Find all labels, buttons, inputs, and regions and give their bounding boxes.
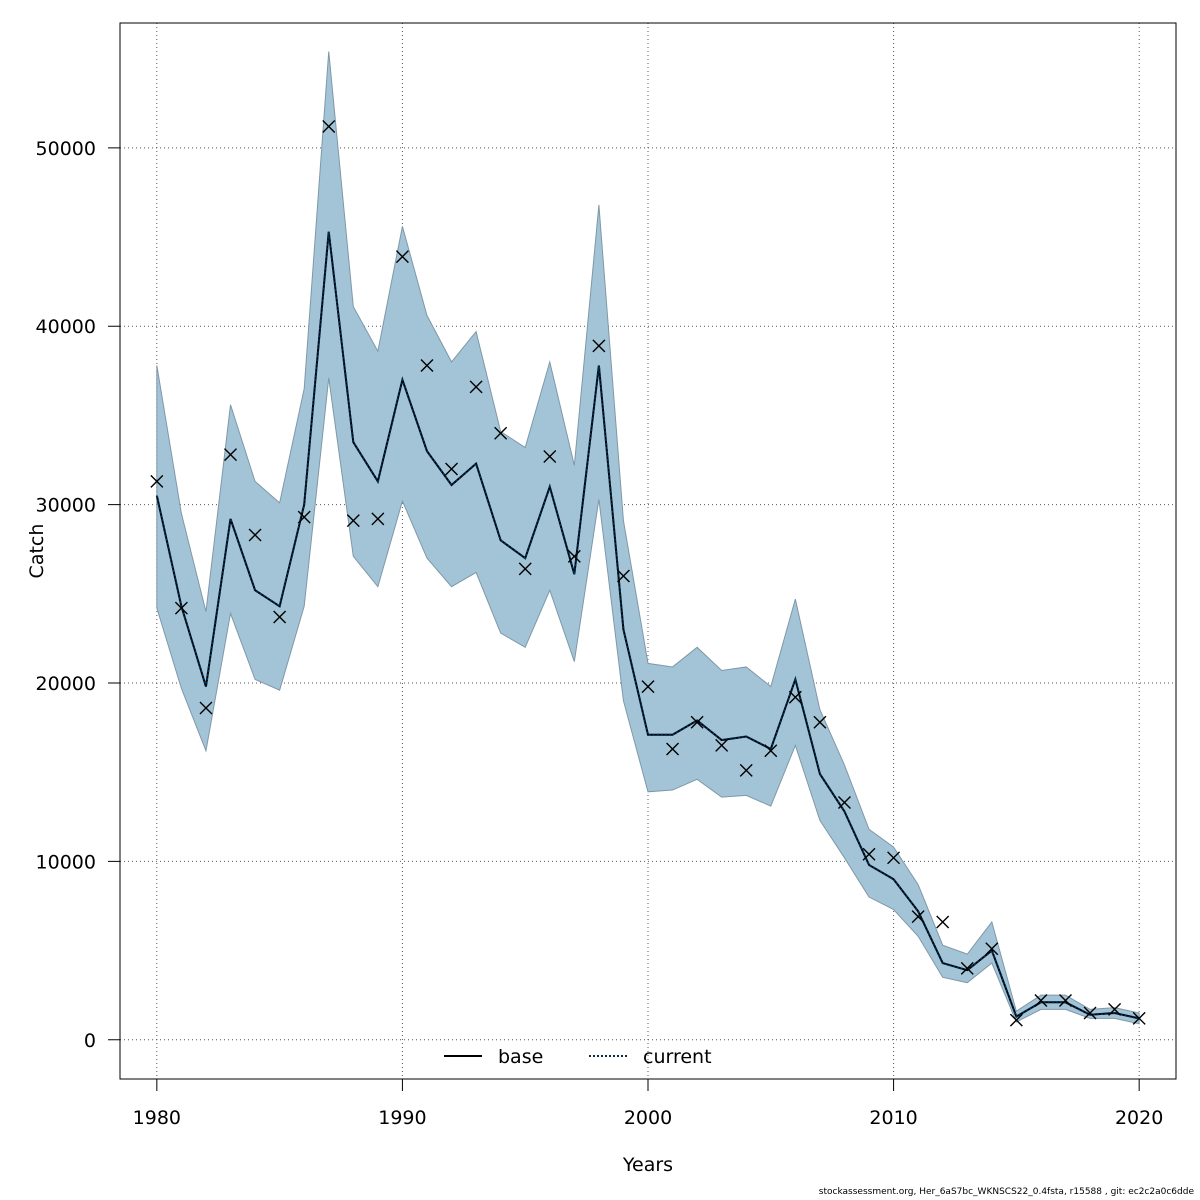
observed-marker bbox=[420, 358, 434, 372]
observed-marker bbox=[887, 851, 901, 865]
observed-marker bbox=[224, 448, 238, 462]
y-tick-label: 50000 bbox=[36, 138, 96, 160]
x-tick-label: 2010 bbox=[869, 1107, 917, 1129]
observed-marker bbox=[150, 474, 164, 488]
observed-marker bbox=[1132, 1011, 1146, 1025]
y-tick-label: 10000 bbox=[36, 851, 96, 873]
observed-marker bbox=[960, 961, 974, 975]
observed-marker bbox=[715, 738, 729, 752]
x-axis-title: Years bbox=[622, 1154, 673, 1176]
observed-marker bbox=[567, 549, 581, 563]
observed-marker bbox=[739, 763, 753, 777]
legend-current-label: current bbox=[643, 1046, 712, 1068]
observed-marker bbox=[813, 715, 827, 729]
observed-marker bbox=[322, 119, 336, 133]
observed-marker bbox=[1058, 994, 1072, 1008]
observed-marker bbox=[985, 942, 999, 956]
observed-marker bbox=[1083, 1006, 1097, 1020]
observed-marker bbox=[666, 742, 680, 756]
observed-marker bbox=[494, 426, 508, 440]
observed-marker bbox=[1009, 1013, 1023, 1027]
x-axis: 1980 1990 2000 2010 2020 bbox=[133, 1079, 1163, 1129]
series-lines bbox=[155, 231, 1140, 1020]
observed-marker bbox=[764, 744, 778, 758]
y-tick-label: 40000 bbox=[36, 316, 96, 338]
confidence-band bbox=[156, 51, 1140, 1025]
observed-marker bbox=[199, 701, 213, 715]
observed-markers bbox=[150, 119, 1146, 1027]
observed-marker bbox=[690, 715, 704, 729]
observed-marker bbox=[788, 690, 802, 704]
x-tick-label: 1990 bbox=[378, 1107, 426, 1129]
x-tick-label: 2000 bbox=[624, 1107, 672, 1129]
observed-marker bbox=[616, 569, 630, 583]
observed-marker bbox=[297, 510, 311, 524]
observed-marker bbox=[936, 915, 950, 929]
y-tick-label: 20000 bbox=[36, 673, 96, 695]
observed-marker bbox=[518, 562, 532, 576]
y-tick-label: 30000 bbox=[36, 495, 96, 517]
observed-marker bbox=[469, 380, 483, 394]
observed-marker bbox=[371, 512, 385, 526]
observed-marker bbox=[592, 339, 606, 353]
observed-marker bbox=[543, 449, 557, 463]
x-tick-label: 2020 bbox=[1115, 1107, 1163, 1129]
legend-base-label: base bbox=[498, 1046, 543, 1068]
observed-marker bbox=[837, 796, 851, 810]
observed-marker bbox=[248, 528, 262, 542]
y-tick-label: 0 bbox=[84, 1030, 96, 1052]
series-line-current bbox=[155, 231, 1140, 1020]
observed-marker bbox=[641, 680, 655, 694]
observed-marker bbox=[346, 514, 360, 528]
x-tick-label: 1980 bbox=[133, 1107, 181, 1129]
y-axis: 0 10000 20000 30000 40000 50000 bbox=[36, 138, 120, 1052]
observed-marker bbox=[1108, 1002, 1122, 1016]
confidence-band-area bbox=[156, 51, 1140, 1025]
observed-marker bbox=[862, 847, 876, 861]
observed-marker bbox=[911, 910, 925, 924]
y-axis-title: Catch bbox=[26, 524, 48, 579]
observed-marker bbox=[395, 250, 409, 264]
observed-marker bbox=[174, 601, 188, 615]
footer-credit: stockassessment.org, Her_6aS7bc_WKNSCS22… bbox=[818, 1187, 1194, 1197]
observed-marker bbox=[273, 610, 287, 624]
observed-marker bbox=[1034, 994, 1048, 1008]
observed-marker bbox=[445, 462, 459, 476]
legend: base current bbox=[444, 1046, 712, 1068]
